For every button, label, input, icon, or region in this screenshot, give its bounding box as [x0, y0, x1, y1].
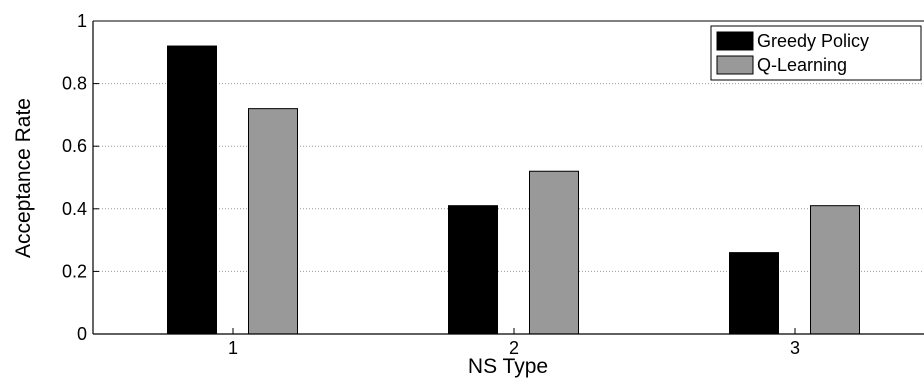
y-axis-title: Acceptance Rate [12, 98, 35, 258]
legend-swatch-greedy-policy [716, 31, 754, 51]
y-tick-labels: 0 0.2 0.4 0.6 0.8 1 [62, 11, 87, 344]
y-tick-label: 0 [77, 324, 87, 344]
x-axis-title: NS Type [468, 355, 548, 378]
y-tick-label: 0.8 [62, 74, 87, 94]
bar-q-learning-ns-type-1 [248, 108, 298, 335]
axes [92, 20, 924, 335]
legend-label-greedy-policy: Greedy Policy [757, 31, 869, 51]
legend-label-q-learning: Q-Learning [757, 55, 847, 75]
bars [167, 45, 860, 335]
bar-q-learning-ns-type-2 [529, 170, 579, 335]
x-tick-label: 3 [790, 338, 800, 358]
grid-lines [93, 83, 924, 272]
legend-swatch-q-learning [716, 55, 754, 75]
legend: Greedy Policy Q-Learning [710, 25, 922, 81]
y-tick-label: 0.4 [62, 199, 87, 219]
y-tick-label: 0.2 [62, 261, 87, 281]
bar-greedy-policy-ns-type-1 [167, 45, 217, 335]
x-tick-label: 1 [228, 338, 238, 358]
x-tick-label: 2 [509, 338, 519, 358]
bar-greedy-policy-ns-type-3 [729, 252, 779, 335]
y-tick-label: 1 [77, 11, 87, 31]
bar-q-learning-ns-type-3 [810, 205, 860, 335]
y-tick-label: 0.6 [62, 136, 87, 156]
x-tick-labels: 1 2 3 [228, 338, 800, 358]
bar-greedy-policy-ns-type-2 [448, 205, 498, 335]
